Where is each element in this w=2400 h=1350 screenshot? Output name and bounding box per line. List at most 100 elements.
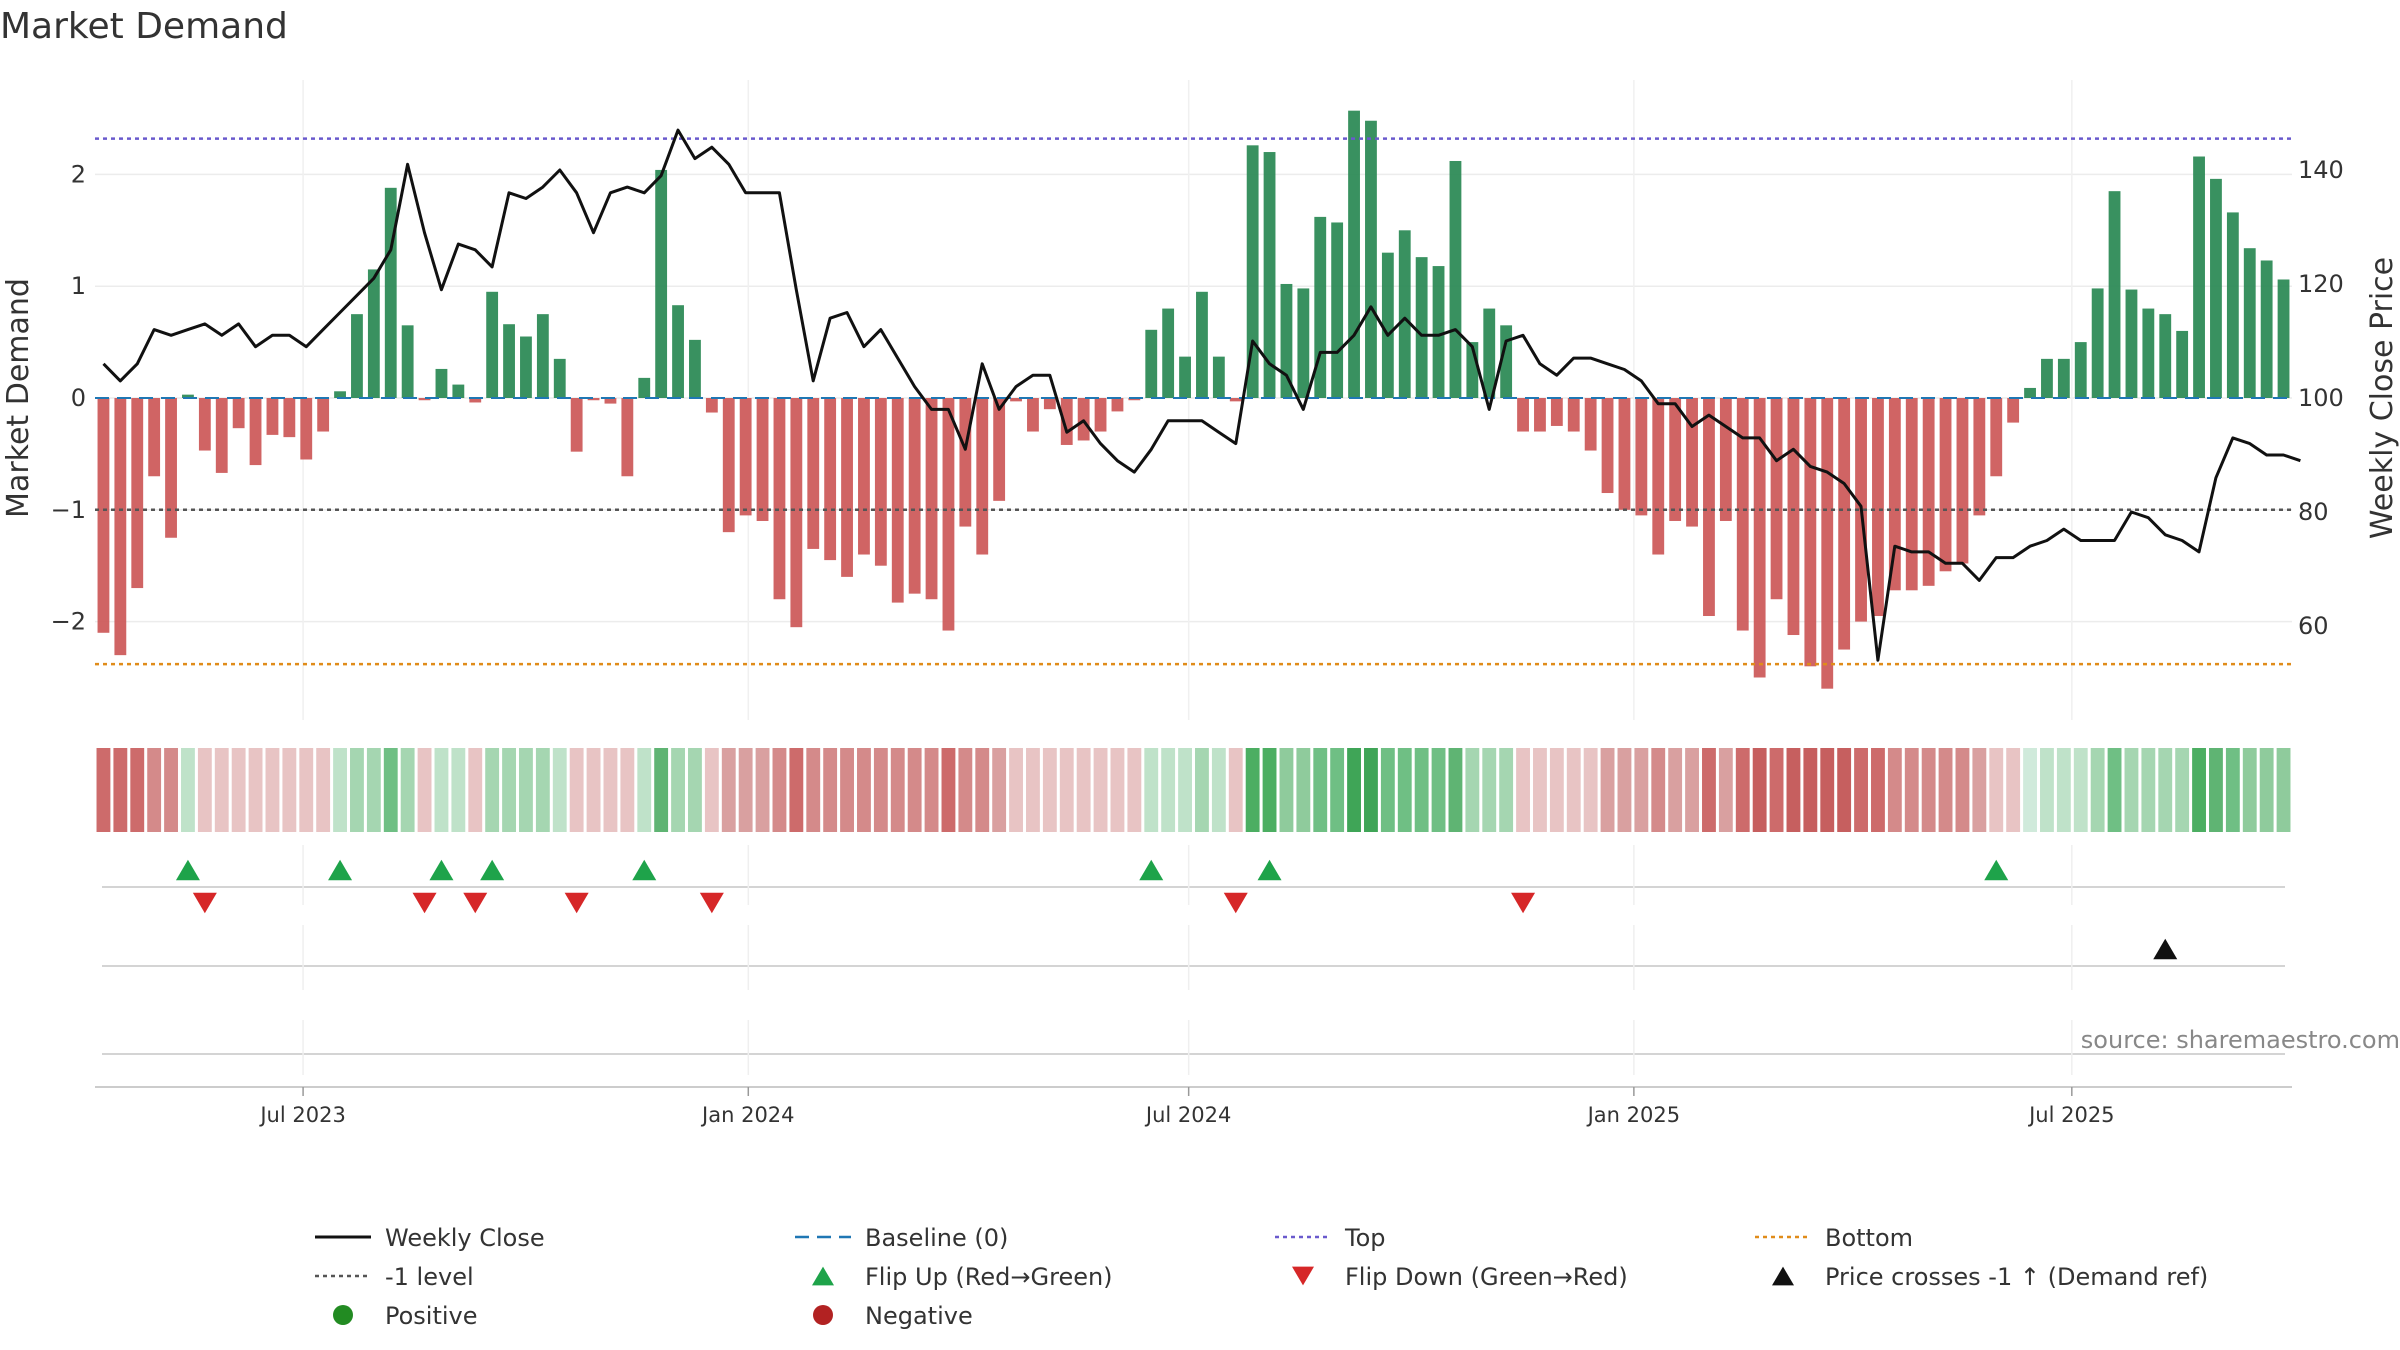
heatmap-cell <box>1211 748 1226 832</box>
heatmap-cell <box>1600 748 1615 832</box>
heatmap-cell <box>164 748 178 832</box>
legend-swatch-circle <box>333 1305 353 1325</box>
demand-bar-negative <box>1888 398 1901 591</box>
demand-bar-negative <box>266 398 279 435</box>
heatmap-cell <box>603 748 618 832</box>
heatmap-cell <box>907 748 922 832</box>
demand-bar-positive <box>536 314 549 398</box>
heatmap-cell <box>96 748 111 832</box>
heatmap-cell <box>181 748 195 832</box>
demand-bar-positive <box>1381 252 1394 398</box>
demand-bar-negative <box>1821 398 1834 689</box>
demand-bar-negative <box>959 398 972 527</box>
heatmap-cell <box>1685 748 1699 832</box>
heatmap-cell <box>1904 748 1919 832</box>
price-cross-marker <box>2153 938 2178 960</box>
heatmap-cell <box>468 748 483 832</box>
demand-bar-negative <box>232 398 245 429</box>
demand-bar-negative <box>1229 398 1242 402</box>
heatmap-cell <box>265 748 280 832</box>
demand-bar-negative <box>705 398 718 413</box>
demand-bar-positive <box>1365 120 1377 399</box>
heatmap-cell <box>958 748 973 832</box>
demand-bar-positive <box>689 339 701 398</box>
heatmap-cell <box>1262 748 1277 832</box>
event-panels <box>102 845 2285 1075</box>
heatmap-cell <box>248 748 263 832</box>
heatmap-cell <box>2124 748 2139 832</box>
heatmap-cell <box>873 748 888 832</box>
demand-bar-positive <box>1179 356 1191 398</box>
demand-bar-negative <box>1753 398 1766 678</box>
heatmap-cell <box>2073 748 2088 832</box>
heatmap-cell <box>1347 748 1361 832</box>
heatmap-cell <box>1110 748 1125 832</box>
demand-bar-positive <box>1483 308 1496 398</box>
flip-up-marker <box>1139 859 1164 881</box>
demand-bar-negative <box>587 398 600 401</box>
demand-bar-negative <box>1652 398 1665 555</box>
heatmap-cell <box>2175 748 2190 832</box>
demand-bar-negative <box>858 398 870 555</box>
demand-bar-positive <box>2277 279 2290 398</box>
heatmap-cell <box>1380 748 1395 832</box>
demand-bar-negative <box>1669 398 1682 521</box>
heatmap-cell <box>1549 748 1564 832</box>
flip-down-marker <box>1223 892 1248 914</box>
legend-item: Flip Up (Red→Green) <box>812 1263 1113 1291</box>
source-credit: source: sharemaestro.com <box>2081 1026 2400 1054</box>
heatmap-cell <box>147 748 162 832</box>
legend-label: Flip Up (Red→Green) <box>865 1263 1113 1291</box>
heatmap-cell <box>502 748 516 832</box>
heatmap-cell <box>1009 748 1023 832</box>
heatmap-cell <box>316 748 331 832</box>
heatmap-cell <box>975 748 990 832</box>
demand-bar-positive <box>672 305 684 398</box>
demand-bar-negative <box>739 398 752 516</box>
legend-item: Top <box>1275 1224 1386 1252</box>
demand-bar-negative <box>249 398 262 466</box>
heatmap-cell <box>2141 748 2156 832</box>
heatmap-cell <box>113 748 128 832</box>
flip-down-marker <box>1511 892 1536 914</box>
demand-bar-negative <box>469 398 482 403</box>
demand-bar-negative <box>1635 398 1648 516</box>
demand-bar-negative <box>908 398 921 594</box>
demand-bar-negative <box>1956 398 1969 564</box>
heatmap-cell <box>231 748 246 832</box>
heatmap-cell <box>704 748 719 832</box>
heatmap-cell <box>1059 748 1074 832</box>
heatmap-cell <box>1702 748 1716 832</box>
demand-bar-negative <box>1838 398 1851 650</box>
demand-bar-negative <box>1736 398 1749 631</box>
demand-bar-negative <box>1804 398 1817 667</box>
heatmap-cell <box>1718 748 1733 832</box>
heatmap-cell <box>637 748 652 832</box>
demand-bar-positive <box>1314 216 1327 398</box>
y-left-tick-label: 0 <box>71 384 86 412</box>
legend-swatch-triangle-up <box>1772 1266 1794 1286</box>
legend-swatch-circle <box>813 1305 833 1325</box>
legend-label: Positive <box>385 1302 478 1330</box>
y-axis-left-label: Market Demand <box>1 278 36 518</box>
flip-up-marker <box>429 859 454 881</box>
heatmap-cell <box>806 748 821 832</box>
chart-title: Market Demand <box>0 6 288 47</box>
demand-bar-positive <box>520 336 532 398</box>
demand-bar-negative <box>1719 398 1732 521</box>
heatmap-cell <box>671 748 685 832</box>
heatmap-cell <box>1769 748 1784 832</box>
legend-label: Top <box>1344 1224 1386 1252</box>
heatmap-cell <box>1499 748 1514 832</box>
heatmap-cell <box>1972 748 1987 832</box>
demand-bar-positive <box>2125 289 2138 398</box>
heatmap-cell <box>1313 748 1328 832</box>
flip-up-marker <box>480 859 505 881</box>
heatmap-cell <box>1364 748 1378 832</box>
demand-bar-negative <box>1534 398 1546 432</box>
demand-bar-negative <box>824 398 837 561</box>
x-tick-label: Jul 2023 <box>258 1103 345 1127</box>
heatmap-cell <box>890 748 905 832</box>
heatmap-cell <box>1617 748 1632 832</box>
demand-bar-positive <box>503 324 515 398</box>
